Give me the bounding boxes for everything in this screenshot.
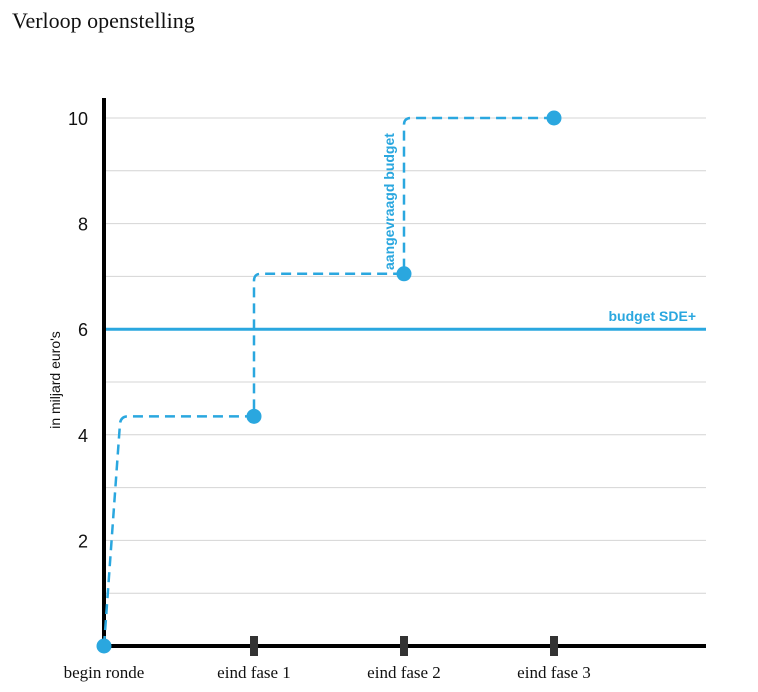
reference-line-group: budget SDE+ [104,308,706,331]
y-axis-label: in miljard euro's [47,331,63,429]
x-tick-mark [400,636,408,656]
grid-lines [104,117,706,594]
data-point [246,408,262,424]
series-line-aangevraagd-budget [102,116,554,647]
data-point [546,110,562,126]
y-tick-label: 10 [68,109,88,129]
x-tick-labels: begin ronde eind fase 1 eind fase 2 eind fa… [64,663,591,682]
x-tick-mark [250,636,258,656]
x-tick-mark [550,636,558,656]
x-tick-label: eind fase 3 [517,663,591,682]
y-tick-label: 8 [78,215,88,235]
x-tick-label: eind fase 2 [367,663,441,682]
y-tick-label: 6 [78,320,88,340]
data-point [96,638,112,654]
data-point [396,266,412,282]
axes [102,98,706,656]
reference-line-label: budget SDE+ [608,308,696,324]
series-label: aangevraagd budget [381,133,397,270]
x-tick-label: eind fase 1 [217,663,291,682]
chart-title: Verloop openstelling [12,8,195,33]
series-group: aangevraagd budget [96,110,562,654]
x-tick-label: begin ronde [64,663,145,682]
y-tick-label: 4 [78,426,88,446]
y-tick-label: 2 [78,531,88,551]
y-tick-labels: 2 4 6 8 10 [68,109,88,551]
